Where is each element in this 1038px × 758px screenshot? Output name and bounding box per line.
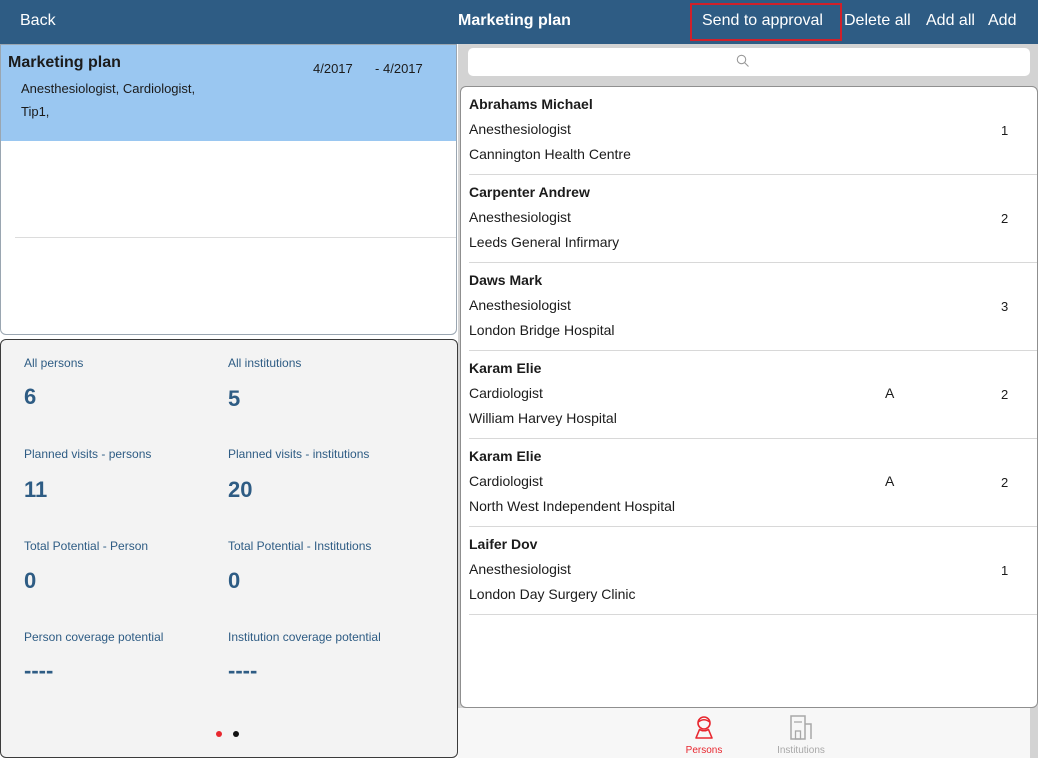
person-institution: Leeds General Infirmary — [469, 234, 620, 250]
search-icon — [736, 54, 749, 67]
page-title: Marketing plan — [458, 12, 571, 29]
person-institution: North West Independent Hospital — [469, 498, 675, 514]
planned-institutions-value: 20 — [228, 477, 253, 502]
planned-persons-value: 11 — [24, 477, 48, 502]
delete-all-button[interactable]: Delete all — [844, 12, 911, 29]
planned-institutions-label: Planned visits - institutions — [228, 447, 370, 461]
person-specialty: Anesthesiologist — [469, 121, 571, 137]
send-to-approval-button[interactable]: Send to approval — [702, 12, 823, 29]
tab-institutions-label: Institutions — [777, 745, 825, 756]
person-flag: A — [885, 385, 895, 401]
person-visit-count: 2 — [1001, 475, 1009, 490]
tab-institutions[interactable]: Institutions — [761, 708, 841, 758]
all-institutions-label: All institutions — [228, 356, 302, 370]
person-name: Karam Elie — [469, 360, 542, 376]
row-separator — [469, 174, 1037, 175]
person-visit-count: 2 — [1001, 387, 1009, 402]
planned-persons-label: Planned visits - persons — [24, 447, 152, 461]
person-specialty: Cardiologist — [469, 385, 543, 401]
tab-persons-label: Persons — [685, 745, 723, 756]
row-separator — [469, 350, 1037, 351]
potential-institutions-value: 0 — [228, 568, 241, 593]
person-specialty: Anesthesiologist — [469, 297, 571, 313]
person-institution: Cannington Health Centre — [469, 146, 631, 162]
person-institution: London Day Surgery Clinic — [469, 586, 636, 602]
person-visit-count: 1 — [1001, 563, 1009, 578]
person-name: Laifer Dov — [469, 536, 538, 552]
person-specialty: Anesthesiologist — [469, 209, 571, 225]
person-visit-count: 1 — [1001, 123, 1009, 138]
person-visit-count: 2 — [1001, 211, 1009, 226]
potential-institutions-label: Total Potential - Institutions — [228, 539, 372, 553]
row-separator — [469, 614, 1037, 615]
persons-list: Abrahams Michael Anesthesiologist Cannin… — [460, 86, 1038, 708]
all-institutions-value: 5 — [228, 386, 241, 411]
person-specialty: Cardiologist — [469, 473, 543, 489]
bottom-tab-bar: Persons Institutions — [458, 708, 1030, 758]
add-all-button[interactable]: Add all — [926, 12, 975, 29]
row-separator — [469, 438, 1037, 439]
person-name: Karam Elie — [469, 448, 542, 464]
person-name: Carpenter Andrew — [469, 184, 590, 200]
stats-card: All persons 6 All institutions 5 Planned… — [0, 339, 458, 758]
person-institution: William Harvey Hospital — [469, 410, 617, 426]
page-indicator-dot-active[interactable] — [216, 731, 222, 737]
person-icon — [695, 716, 713, 739]
plan-date-from: 4/2017 — [313, 61, 353, 76]
row-separator — [469, 526, 1037, 527]
building-icon — [790, 715, 812, 740]
tab-persons[interactable]: Persons — [664, 708, 744, 758]
person-name: Abrahams Michael — [469, 96, 593, 112]
person-flag: A — [885, 473, 895, 489]
person-coverage-label: Person coverage potential — [24, 630, 164, 644]
plan-item-selected[interactable]: Marketing plan 4/2017 - 4/2017 Anesthesi… — [1, 45, 456, 141]
list-item[interactable]: Karam Elie Cardiologist North West Indep… — [461, 439, 1037, 527]
person-institution: London Bridge Hospital — [469, 322, 615, 338]
person-coverage-value: ---- — [24, 658, 54, 683]
list-item[interactable]: Abrahams Michael Anesthesiologist Cannin… — [461, 87, 1037, 175]
list-item[interactable]: Karam Elie Cardiologist William Harvey H… — [461, 351, 1037, 439]
all-persons-value: 6 — [24, 384, 37, 409]
plan-name: Marketing plan — [8, 54, 121, 71]
back-button[interactable]: Back — [20, 12, 56, 29]
plan-tips: Tip1, — [21, 104, 50, 119]
potential-person-label: Total Potential - Person — [24, 539, 149, 553]
plan-date-to: 4/2017 — [383, 61, 423, 76]
person-visit-count: 3 — [1001, 299, 1009, 314]
list-item[interactable]: Carpenter Andrew Anesthesiologist Leeds … — [461, 175, 1037, 263]
institution-coverage-value: ---- — [228, 658, 258, 683]
list-item[interactable]: Laifer Dov Anesthesiologist London Day S… — [461, 527, 1037, 615]
institution-coverage-label: Institution coverage potential — [228, 630, 381, 644]
plan-date-separator: - — [375, 61, 380, 76]
plan-divider — [15, 237, 456, 238]
add-button[interactable]: Add — [988, 12, 1017, 29]
plan-card: Marketing plan 4/2017 - 4/2017 Anesthesi… — [0, 44, 457, 335]
row-separator — [469, 262, 1037, 263]
potential-person-value: 0 — [24, 568, 37, 593]
top-nav-bar: Back Marketing plan Send to approval Del… — [0, 0, 1038, 44]
send-to-approval-highlight — [690, 3, 842, 41]
page-indicator-dot[interactable] — [233, 731, 239, 737]
plan-specialties: Anesthesiologist, Cardiologist, — [21, 81, 196, 96]
all-persons-label: All persons — [24, 356, 84, 370]
list-item[interactable]: Daws Mark Anesthesiologist London Bridge… — [461, 263, 1037, 351]
person-specialty: Anesthesiologist — [469, 561, 571, 577]
person-name: Daws Mark — [469, 272, 543, 288]
search-input[interactable] — [468, 48, 1030, 76]
